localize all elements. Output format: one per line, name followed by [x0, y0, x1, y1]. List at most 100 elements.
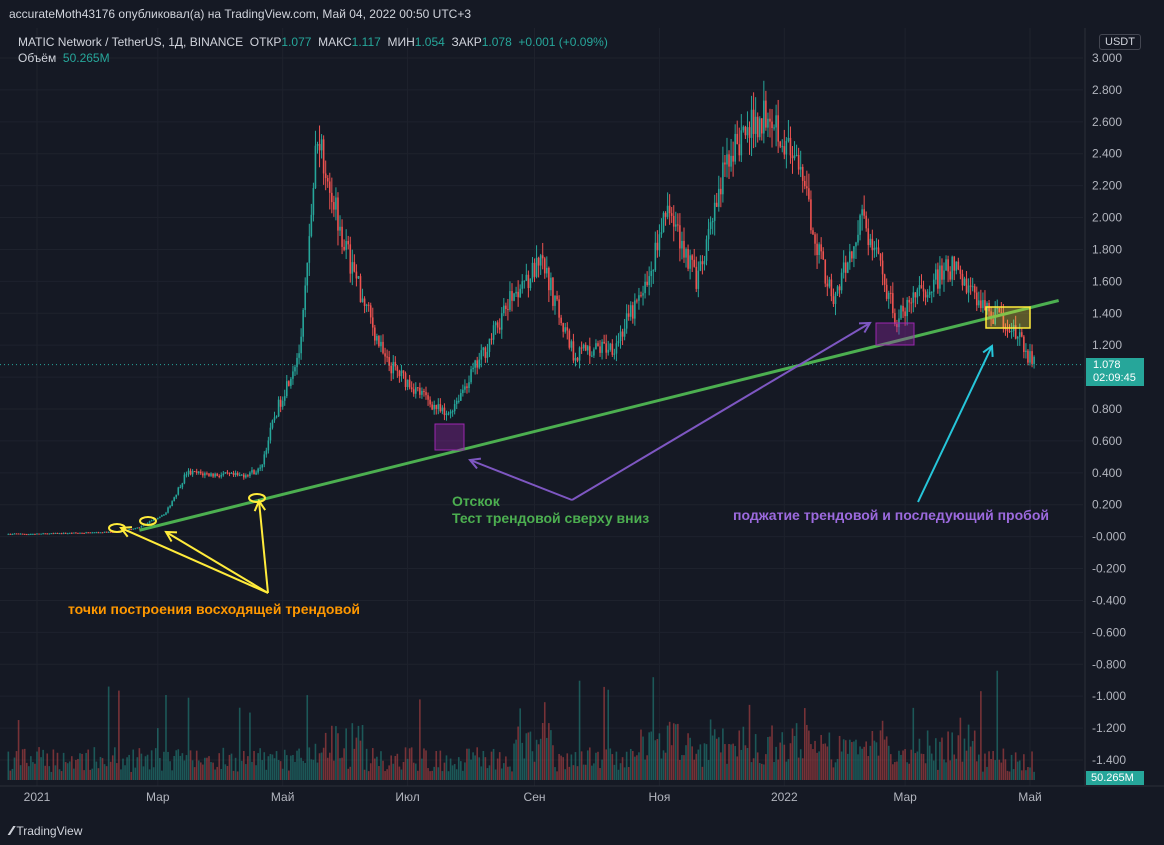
x-tick-label: 2021 [24, 790, 51, 804]
candle-body [668, 205, 671, 214]
volume-bar [486, 768, 489, 780]
volume-bar [42, 749, 44, 780]
candle-body [77, 532, 79, 534]
volume-bar [173, 756, 175, 780]
volume-bar [71, 756, 73, 780]
volume-bar [460, 761, 462, 780]
candle-body [464, 386, 466, 390]
volume-bar [638, 752, 640, 780]
volume-bar [298, 748, 300, 780]
volume-bar [365, 748, 368, 780]
volume-bar [505, 756, 507, 780]
volume-bar [77, 758, 79, 780]
candle-body [537, 257, 540, 266]
volume-bar [126, 757, 128, 780]
volume-bar [554, 767, 556, 780]
volume-bar [998, 759, 1001, 780]
volume-bar [832, 767, 835, 780]
chart-area[interactable]: 3.000 2.800 2.600 2.400 2.200 2.000 1.800 1.600… [0, 28, 1164, 816]
candle-body [777, 115, 779, 142]
volume-bar [54, 765, 57, 780]
candle-body [924, 291, 927, 298]
candle-body [724, 162, 726, 165]
volume-bar [9, 770, 12, 780]
candles [7, 80, 1035, 536]
volume-bar [982, 771, 984, 780]
volume-bar [44, 765, 46, 780]
candle-body [447, 413, 450, 415]
y-tick-label: 2.800 [1092, 83, 1122, 97]
volume-bar [625, 751, 628, 780]
volume-bar [662, 750, 665, 780]
candle-body [779, 141, 782, 147]
volume-bar [138, 748, 141, 780]
candle-body [826, 283, 829, 287]
candle-body [996, 308, 999, 310]
volume-bar [795, 723, 798, 780]
volume-bar [664, 752, 667, 780]
candle-body [597, 343, 599, 347]
volume-bar [648, 732, 650, 780]
close-label: ЗАКР [451, 35, 482, 49]
volume-bar [21, 749, 24, 780]
volume-bar [316, 762, 319, 780]
candle-body [701, 261, 704, 265]
candle-body [754, 116, 757, 134]
volume-bar [124, 765, 126, 780]
candle-body [58, 533, 61, 535]
candle-body [210, 473, 212, 476]
candle-body [728, 154, 730, 167]
candle-body [625, 313, 628, 329]
volume-bar [371, 748, 374, 780]
volume-bar [799, 749, 802, 780]
volume-bar [556, 771, 558, 780]
candle-body [277, 399, 280, 417]
volume-bar [19, 765, 22, 780]
volume-bar [537, 744, 540, 780]
candle-body [918, 285, 921, 290]
candle-body [689, 255, 691, 269]
candle-body [490, 338, 493, 340]
candle-body [789, 137, 792, 156]
candle-body [859, 215, 861, 235]
volume-bar [824, 743, 827, 780]
volume-bar [562, 757, 564, 780]
volume-bar [881, 720, 884, 780]
candle-body [523, 280, 526, 282]
volume-bar [369, 763, 372, 780]
candle-body [607, 349, 610, 353]
candle-body [1031, 351, 1033, 364]
volume-bar [236, 771, 239, 780]
volume-bar [605, 749, 607, 780]
volume-bar [515, 739, 517, 780]
volume-bar [93, 747, 96, 780]
volume-bar [670, 745, 673, 780]
currency-button[interactable]: USDT [1099, 34, 1141, 50]
volume-bar [955, 758, 958, 780]
x-tick-label: 2022 [771, 790, 798, 804]
candle-body [763, 100, 765, 134]
candle-body [335, 197, 337, 210]
volume-bar [1031, 751, 1033, 780]
candle-body [677, 224, 679, 226]
candle-body [500, 313, 503, 330]
y-tick-label: 0.400 [1092, 466, 1122, 480]
volume-bar [685, 745, 687, 780]
candle-body [425, 392, 427, 396]
volume-bar [114, 747, 116, 780]
volume-bar [107, 686, 110, 780]
volume-bar [797, 757, 800, 780]
volume-bar [877, 755, 880, 780]
candle-body [566, 327, 569, 331]
trend-point-marker [139, 516, 157, 526]
candle-body [611, 343, 614, 355]
volume-bar [885, 736, 888, 780]
volume-bar [17, 720, 20, 780]
volume-bar [308, 747, 311, 780]
candle-body [889, 292, 892, 294]
price-chart-svg[interactable]: 3.000 2.800 2.600 2.400 2.200 2.000 1.800 1.600… [0, 28, 1164, 816]
y-tick-label: 1.200 [1092, 338, 1122, 352]
x-tick-label: Ноя [648, 790, 670, 804]
volume-bar [240, 760, 243, 780]
candle-body [476, 360, 478, 368]
